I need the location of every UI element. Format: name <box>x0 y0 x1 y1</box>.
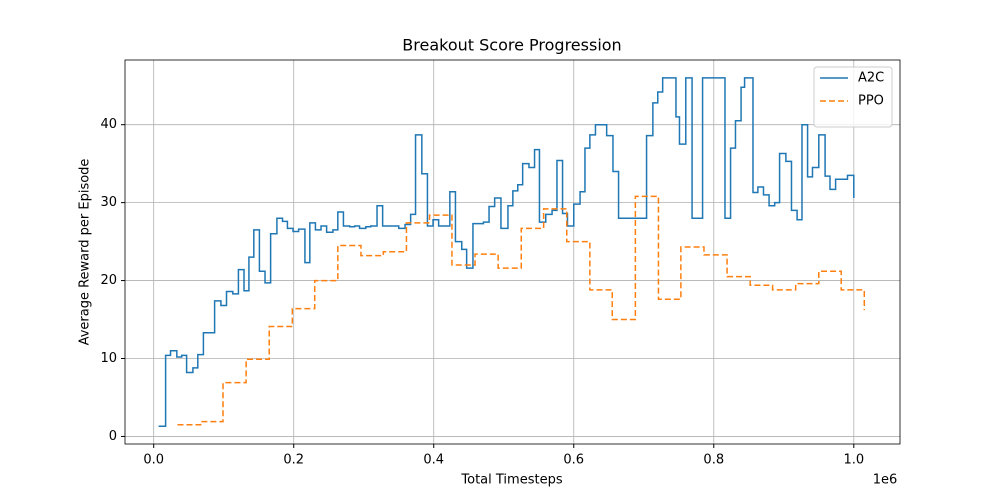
y-tick-label: 30 <box>100 195 117 210</box>
chart-title: Breakout Score Progression <box>402 36 621 55</box>
x-tick-label: 0.0 <box>143 453 164 468</box>
x-tick-label: 0.6 <box>563 453 584 468</box>
legend: A2C PPO <box>813 66 893 128</box>
y-tick-label: 20 <box>100 273 117 288</box>
plot-frame <box>124 59 901 445</box>
y-tick-label: 10 <box>100 351 117 366</box>
y-tick-label: 0 <box>109 429 117 444</box>
y-axis-label: Average Reward per Episode <box>78 159 93 346</box>
legend-label: PPO <box>858 94 884 109</box>
x-axis-label: Total Timesteps <box>460 473 562 488</box>
x-tick-label: 0.4 <box>423 453 444 468</box>
series-line <box>177 195 866 426</box>
series-line <box>158 77 855 428</box>
y-tick-label: 40 <box>100 117 117 132</box>
x-offset-label: 1e6 <box>873 473 898 488</box>
legend-label: A2C <box>858 71 884 86</box>
legend-box <box>813 66 893 128</box>
x-tick-label: 1.0 <box>843 453 864 468</box>
x-tick-label: 0.8 <box>703 453 724 468</box>
x-tick-label: 0.2 <box>283 453 304 468</box>
